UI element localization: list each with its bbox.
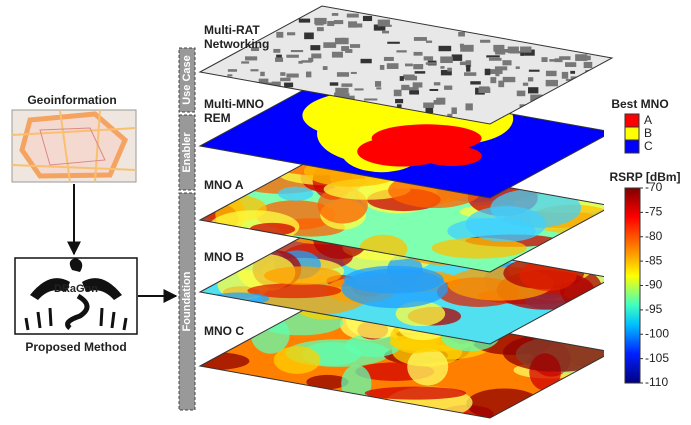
legend-swatch [625,127,639,140]
layer-label: MNO B [204,250,244,264]
legend-swatch [625,114,639,127]
layer-label: REM [204,111,231,125]
legend-label: C [644,139,653,153]
legend-label: B [644,126,652,140]
map-thumbnail [12,110,136,182]
colorbar-tick-label: -90 [645,278,663,292]
stage-label: Use Case [181,55,193,105]
layer-label: Multi-RAT [204,23,260,37]
stage-label: Enabler [181,132,193,173]
colorbar-tick-label: -105 [645,351,669,365]
layer-label: MNO A [204,178,244,192]
legend-label: A [644,113,652,127]
layer-label: MNO C [204,324,244,338]
colorbar-tick-label: -70 [645,180,663,194]
colorbar-tick-label: -75 [645,205,663,219]
colorbar [625,188,640,383]
stage-label: Foundation [181,271,193,331]
layer-label: Networking [204,37,269,51]
figure: Geoinformation DRaGon Proposed Method Us… [0,0,691,425]
colorbar-tick-label: -95 [645,302,663,316]
colorbar-tick-label: -100 [645,326,669,340]
colorbar-tick-label: -85 [645,253,663,267]
legend-swatch [625,140,639,153]
layer-label: Multi-MNO [204,97,264,111]
colorbar-tick-label: -110 [645,375,668,389]
method-caption: Proposed Method [25,340,126,354]
colorbar-tick-label: -80 [645,229,663,243]
geo-title: Geoinformation [27,93,116,107]
method-name: DRaGon [54,283,98,295]
legend-title: Best MNO [611,97,668,111]
